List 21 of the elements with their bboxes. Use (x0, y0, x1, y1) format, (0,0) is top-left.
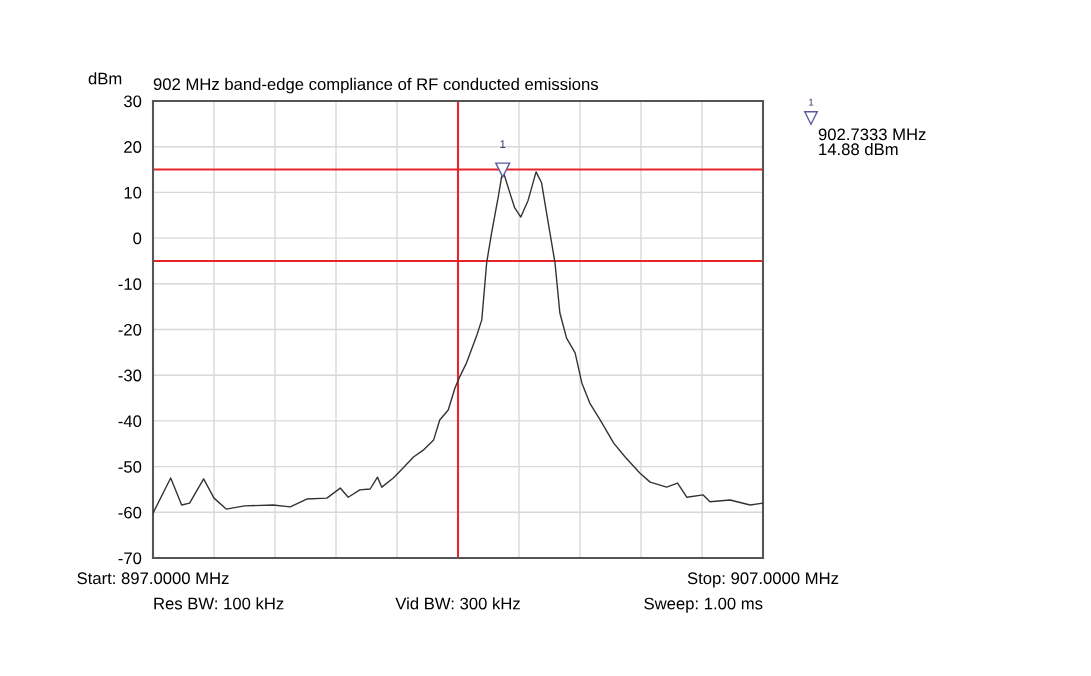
text: 1 (809, 98, 814, 106)
y-tick-label: -70 (118, 552, 142, 565)
y-tick-label: 30 (123, 95, 142, 108)
x-tick-label: Stop: 907.0000 MHz (687, 572, 839, 588)
y-tick-label: -50 (118, 461, 142, 473)
y-tick-label: 0 (133, 232, 142, 245)
text: Sweep: 1.00 ms (644, 597, 763, 613)
y-tick-label: -30 (118, 369, 142, 382)
y-tick-label: 20 (124, 141, 142, 153)
annotation: 1 (500, 140, 506, 148)
y-tick-label: 10 (124, 186, 142, 199)
y-tick-label: -10 (118, 278, 142, 290)
y-axis-title: dBm (88, 72, 122, 85)
text: Res BW: 100 kHz (154, 597, 284, 610)
y-tick-label: -20 (118, 323, 142, 336)
x-tick-label: Start: 897.0000 MHz (77, 572, 229, 585)
chart-title: 902 MHz band-edge compliance of RF conducted emissions (153, 77, 598, 94)
text: Vid BW: 300 kHz (395, 597, 520, 610)
y-tick-label: -40 (118, 415, 142, 428)
y-tick-label: -60 (118, 506, 142, 519)
text: 902.7333 MHz 14.88 dBm (818, 128, 926, 156)
